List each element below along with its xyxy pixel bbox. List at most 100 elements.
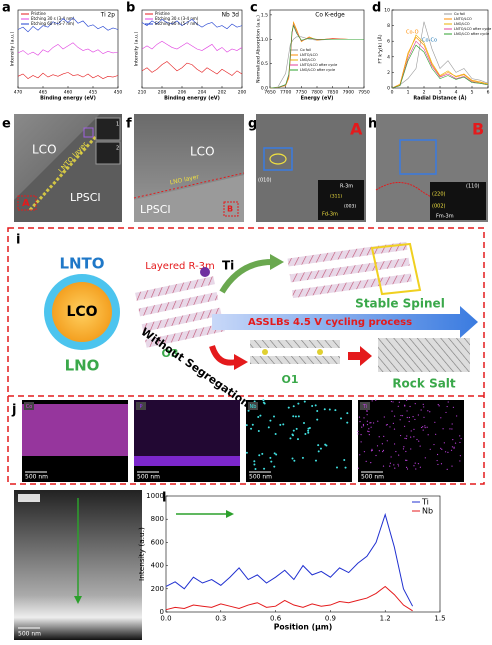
label: LCO [32, 143, 57, 157]
label: B [472, 120, 484, 139]
y-tick-label: 1000 [146, 492, 164, 500]
arrow [219, 259, 273, 294]
legend-label: LNTO/LCO after cycle [454, 27, 491, 31]
signal-dot [433, 443, 435, 446]
signal-dot [334, 409, 337, 412]
y-tick-label: 0.5 [261, 61, 268, 67]
x-tick-label: 0.9 [325, 614, 336, 622]
signal-dot [406, 435, 408, 437]
signal-dot [317, 444, 320, 447]
y-tick-label: 400 [151, 562, 164, 570]
signal-dot [377, 420, 379, 422]
panel-label: b [126, 1, 135, 16]
y-tick-label: 1.5 [261, 12, 268, 18]
signal-dot [311, 405, 314, 408]
signal-dot [460, 438, 462, 440]
signal-dot [267, 426, 270, 429]
signal-dot [424, 425, 426, 427]
signal-dot [257, 416, 260, 419]
x-tick-label: 460 [64, 90, 73, 96]
signal-dot [386, 440, 388, 442]
signal-dot [406, 410, 408, 412]
signal-dot [405, 450, 407, 453]
signal-dot [340, 417, 343, 420]
signal-dot [459, 455, 461, 457]
signal-dot [412, 416, 414, 418]
signal-dot [405, 466, 408, 469]
scale-label: 500 nm [18, 631, 41, 638]
signal-dot [314, 459, 317, 462]
label: LNTO [59, 255, 104, 273]
legend-label: Pristine [155, 11, 170, 16]
panel-labels: a b c d e f g h i j k l [2, 1, 381, 528]
signal-dot [251, 423, 254, 426]
legend-label: LNO/LCO [454, 22, 470, 26]
signal-dot [302, 422, 305, 425]
box [399, 139, 437, 175]
signal-dot [257, 429, 260, 432]
signal-dot [403, 425, 406, 427]
signal-dot [414, 418, 416, 421]
map-tile [358, 400, 464, 482]
signal-dot [451, 446, 454, 448]
image-e: LCO LPSCI LNTO layer 1 2 A [14, 114, 122, 222]
signal-dot [371, 448, 373, 451]
signal-dot [452, 406, 455, 408]
x-tick-label: 455 [89, 90, 98, 96]
box [223, 201, 239, 217]
annotation: Co-Co [422, 38, 437, 44]
signal-dot [392, 422, 394, 424]
legend-label: Etching 60 s (5-7 nm) [31, 21, 75, 26]
signal-dot [282, 423, 285, 426]
signal-dot [370, 422, 372, 424]
x-tick-label: 5 [471, 90, 474, 96]
box [83, 127, 94, 138]
label: (003) [344, 204, 356, 210]
signal-dot [453, 446, 455, 448]
signal-dot [291, 433, 294, 436]
signal-dot [451, 428, 453, 430]
x-tick-label: 7900 [343, 90, 355, 96]
signal-dot [404, 437, 406, 439]
label: (220) [432, 192, 445, 198]
x-tick-label: 0 [391, 90, 394, 96]
signal-dot [437, 404, 439, 406]
element-box [248, 402, 258, 410]
panel-label: c [250, 1, 258, 16]
signal-dot [389, 465, 391, 467]
x-axis-label: Position (μm) [274, 622, 333, 631]
signal-dot [269, 419, 272, 422]
x-tick-label: 6 [487, 90, 490, 96]
signal-dot [357, 467, 359, 469]
signal-dot [419, 466, 421, 468]
series-line [17, 72, 119, 80]
y-tick-label: 0.0 [261, 86, 268, 92]
label: Fm-3m [436, 214, 454, 220]
fft-inset [95, 141, 121, 165]
signal-dot [408, 420, 410, 423]
label: Ti [222, 259, 234, 273]
interface [133, 172, 245, 199]
signal-dot [372, 422, 375, 424]
element-label: Co [26, 404, 33, 410]
signal-dot [297, 402, 300, 405]
signal-dot [454, 442, 457, 444]
fft-inset [318, 180, 364, 220]
panel-label: i [16, 233, 20, 248]
signal-dot [447, 401, 449, 403]
signal-dot [450, 449, 453, 451]
signal-dot [446, 405, 448, 408]
scale-label: 500 nm [25, 474, 48, 481]
signal-dot [346, 412, 349, 415]
legend-label: Etching 30 s (3-4 nm) [155, 16, 199, 21]
signal-dot [357, 433, 359, 435]
signal-dot [424, 457, 426, 459]
panel-label: k [152, 513, 161, 528]
signal-dot [397, 405, 399, 407]
x-tick-label: 0.6 [270, 614, 282, 622]
series-line [269, 24, 364, 89]
legend-label: Ti [421, 498, 429, 507]
signal-dot [413, 436, 415, 438]
signal-dot [375, 399, 377, 401]
